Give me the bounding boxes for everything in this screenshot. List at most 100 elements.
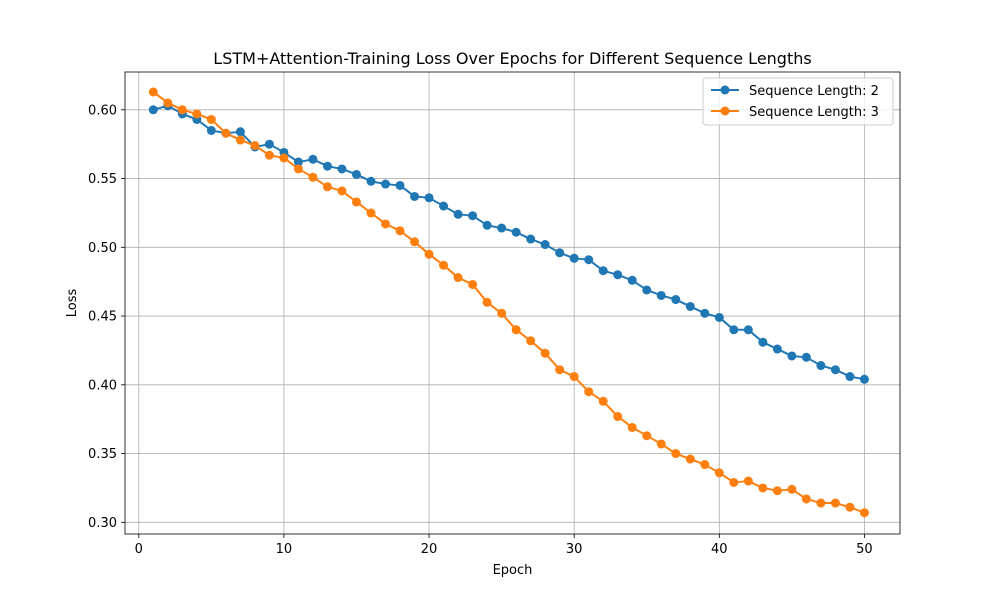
data-point <box>293 157 303 167</box>
data-point <box>772 486 782 496</box>
data-point <box>235 127 245 137</box>
y-tick-label: 0.50 <box>88 241 117 256</box>
data-point <box>424 193 434 203</box>
data-point <box>700 460 710 470</box>
data-point <box>859 374 869 384</box>
data-point <box>729 325 739 335</box>
data-point <box>656 439 666 449</box>
y-axis-label: Loss <box>65 289 80 318</box>
data-point <box>801 352 811 362</box>
x-tick-label: 10 <box>276 542 293 557</box>
data-point <box>177 105 187 115</box>
legend-box <box>702 77 894 126</box>
legend: Sequence Length: 2 Sequence Length: 3 <box>702 77 894 126</box>
data-point <box>569 372 579 382</box>
data-point <box>729 477 739 487</box>
data-point <box>671 295 681 305</box>
data-point <box>671 449 681 459</box>
data-point <box>613 411 623 421</box>
data-point <box>816 361 826 371</box>
legend-entry-seq2: Sequence Length: 2 <box>711 84 879 99</box>
plot-frame <box>124 71 901 535</box>
series-3 <box>148 87 869 518</box>
data-point <box>322 161 332 171</box>
tick-layer: 0 10 20 30 40 50 0.30 0.35 0.40 0.45 0.50 0.55 0.60 <box>88 103 873 557</box>
data-point <box>511 227 521 237</box>
data-point <box>526 336 536 346</box>
data-point <box>845 372 855 382</box>
data-point <box>192 109 202 119</box>
data-point <box>439 201 449 211</box>
data-point <box>366 208 376 218</box>
y-tick-label: 0.60 <box>88 103 117 118</box>
data-point <box>453 209 463 219</box>
data-point <box>685 301 695 311</box>
data-point <box>787 484 797 494</box>
data-point <box>235 135 245 145</box>
data-point <box>482 297 492 307</box>
data-point <box>642 431 652 441</box>
data-point <box>555 248 565 258</box>
data-point <box>613 270 623 280</box>
data-point <box>700 308 710 318</box>
data-point <box>859 508 869 518</box>
data-point <box>569 253 579 263</box>
data-point <box>250 141 260 151</box>
data-point <box>627 275 637 285</box>
data-point <box>264 150 274 160</box>
data-point <box>279 153 289 163</box>
y-tick-label: 0.30 <box>88 516 117 531</box>
legend-marker-seq2 <box>720 85 730 95</box>
data-point <box>293 164 303 174</box>
data-point <box>322 182 332 192</box>
x-tick-label: 20 <box>421 542 438 557</box>
data-point <box>497 308 507 318</box>
data-point <box>337 186 347 196</box>
x-tick-label: 0 <box>135 542 143 557</box>
data-point <box>758 483 768 493</box>
data-point <box>714 312 724 322</box>
data-point <box>540 348 550 358</box>
data-point <box>511 325 521 335</box>
y-tick-label: 0.35 <box>88 447 117 462</box>
data-point <box>148 105 158 115</box>
data-point <box>468 211 478 221</box>
data-point <box>468 279 478 289</box>
chart-title: LSTM+Attention-Training Loss Over Epochs… <box>213 49 811 68</box>
data-point <box>685 454 695 464</box>
data-point <box>526 234 536 244</box>
y-tick-label: 0.45 <box>88 310 117 325</box>
data-point <box>497 223 507 233</box>
data-point <box>351 169 361 179</box>
series-line <box>152 91 865 514</box>
data-point <box>351 197 361 207</box>
data-point <box>816 498 826 508</box>
data-point <box>381 219 391 229</box>
data-point <box>308 154 318 164</box>
x-axis-label: Epoch <box>493 563 533 578</box>
data-point <box>264 139 274 149</box>
data-point <box>845 502 855 512</box>
data-point <box>830 498 840 508</box>
data-point <box>714 468 724 478</box>
legend-label-seq3: Sequence Length: 3 <box>749 105 879 120</box>
data-point <box>584 387 594 397</box>
data-point <box>830 365 840 375</box>
data-point <box>598 266 608 276</box>
data-point <box>598 396 608 406</box>
data-point <box>482 220 492 230</box>
data-point <box>308 172 318 182</box>
data-point <box>743 325 753 335</box>
data-point <box>772 344 782 354</box>
data-point <box>221 128 231 138</box>
data-point <box>366 176 376 186</box>
x-tick-label: 40 <box>711 542 728 557</box>
data-point <box>627 422 637 432</box>
y-tick-label: 0.40 <box>88 378 117 393</box>
data-point <box>148 87 158 97</box>
data-point <box>206 125 216 135</box>
x-tick-label: 50 <box>856 542 873 557</box>
data-point <box>410 237 420 247</box>
